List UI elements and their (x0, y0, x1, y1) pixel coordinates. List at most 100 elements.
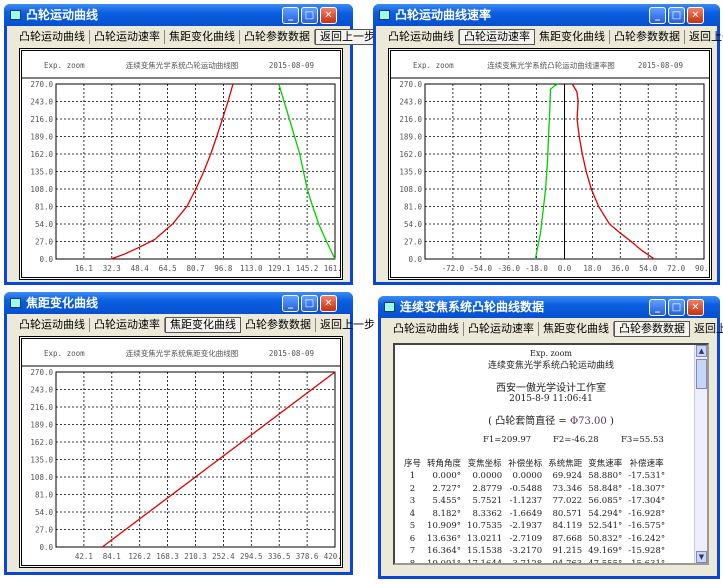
maximize-button[interactable]: □ (668, 7, 685, 24)
table-cell: 0.000° (432, 471, 462, 482)
x-tick-label: -72.0 (442, 264, 465, 273)
table-cell: -17.531° (628, 471, 666, 482)
y-tick-label: 108.0 (30, 185, 53, 194)
tab-2[interactable]: 焦距变化曲线 (539, 322, 614, 336)
x-tick-label: 252.4 (212, 552, 235, 561)
x-tick-label: 90.0 (695, 264, 709, 273)
x-tick-label: 48.4 (131, 264, 150, 273)
tab-1[interactable]: 凸轮运动速率 (459, 29, 535, 45)
y-tick-label: 270.0 (399, 80, 422, 89)
tab-4[interactable]: 返回上一步 (690, 322, 723, 336)
tab-3[interactable]: 凸轮参数数据 (241, 318, 316, 332)
report-diameter: ( 凸轮套筒直径 = Φ73.00 ) (395, 412, 707, 427)
y-tick-label: 216.0 (399, 115, 422, 124)
series-line-0 (534, 83, 559, 260)
window-title: 凸轮运动曲线 (26, 8, 99, 22)
report-f2: F2=-46.28 (553, 435, 599, 445)
y-tick-label: 54.0 (35, 220, 54, 229)
table-cell: 91.215 (552, 546, 583, 557)
table-cell: -17.304° (628, 496, 666, 507)
tab-0[interactable]: 凸轮运动曲线 (15, 318, 90, 332)
y-tick-label: 54.0 (35, 508, 54, 517)
y-tick-label: 108.0 (399, 185, 422, 194)
minimize-button[interactable]: _ (282, 7, 299, 24)
minimize-button[interactable]: _ (649, 299, 666, 316)
tab-1[interactable]: 凸轮运动速率 (90, 30, 165, 44)
table-cell: 17.1644 (467, 558, 503, 565)
tab-0[interactable]: 凸轮运动曲线 (389, 322, 464, 336)
tab-3[interactable]: 凸轮参数数据 (610, 30, 685, 44)
close-button[interactable]: ✕ (320, 295, 337, 312)
tab-2[interactable]: 焦距变化曲线 (165, 30, 240, 44)
title-bar[interactable]: 焦距变化曲线 _ □ ✕ (4, 292, 353, 314)
tab-2[interactable]: 焦距变化曲线 (165, 317, 241, 333)
table-cell: 84.119 (552, 521, 583, 532)
maximize-button[interactable]: □ (668, 299, 685, 316)
x-tick-label: 129.1 (268, 264, 291, 273)
app-icon (10, 10, 21, 20)
maximize-button[interactable]: □ (301, 295, 318, 312)
scroll-down-icon[interactable]: ▼ (696, 551, 707, 563)
chart-header-left: Exp. zoom (44, 61, 85, 70)
tab-4[interactable]: 返回上一步 (685, 30, 723, 44)
table-cell: 80.571 (552, 508, 583, 519)
title-bar[interactable]: 连续变焦系统凸轮曲线数据 _ □ ✕ (378, 296, 720, 318)
scroll-up-icon[interactable]: ▲ (696, 345, 707, 357)
report-view[interactable]: Exp. zoom 连续变焦光学系统凸轮运动曲线 西安一傲光学设计工作室 201… (393, 343, 709, 565)
tab-4[interactable]: 返回上一步 (315, 29, 380, 45)
table-row: 8 19.091° 17.1644 -3.7128 94.763 47.555° -15.6… (401, 558, 668, 565)
y-tick-label: 81.0 (35, 203, 54, 212)
table-cell: 69.924 (552, 471, 583, 482)
table-row: 4 8.182° 8.3362 -1.6649 80.571 54.294° -16.928… (401, 508, 668, 521)
x-tick-label: -54.0 (470, 264, 493, 273)
x-tick-label: 336.5 (268, 552, 291, 561)
table-cell: 0.0000 (472, 471, 503, 482)
tab-bar: 凸轮运动曲线凸轮运动速率焦距变化曲线凸轮参数数据返回上一步 (15, 317, 380, 333)
tab-0[interactable]: 凸轮运动曲线 (15, 30, 90, 44)
table-cell: 52.541° (588, 521, 623, 532)
y-tick-label: 243.0 (30, 386, 53, 395)
tab-4[interactable]: 返回上一步 (316, 318, 380, 332)
y-tick-label: 27.0 (404, 238, 423, 247)
y-tick-label: 216.0 (30, 115, 53, 124)
x-tick-label: 126.2 (128, 552, 151, 561)
y-tick-label: 243.0 (399, 98, 422, 107)
title-bar[interactable]: 凸轮运动曲线速率 _ □ ✕ (373, 4, 720, 26)
x-tick-label: -36.0 (497, 264, 520, 273)
tab-1[interactable]: 凸轮运动速率 (90, 318, 165, 332)
x-tick-label: 420.7 (324, 552, 340, 561)
plot-area (424, 83, 705, 260)
y-tick-label: 162.0 (399, 150, 422, 159)
table-row: 1 0.000° 0.0000 0.0000 69.924 58.880° -17.531° (401, 470, 668, 483)
tab-3[interactable]: 凸轮参数数据 (614, 321, 690, 337)
close-button[interactable]: ✕ (687, 299, 704, 316)
chart-title: 连续变焦光学系统凸轮运动曲线图 (126, 60, 239, 70)
report-f1: F1=209.97 (483, 435, 532, 445)
chart-title: 连续变焦光学系统凸轮运动曲线速率图 (487, 60, 615, 70)
y-tick-label: 189.0 (30, 133, 53, 142)
tab-0[interactable]: 凸轮运动曲线 (384, 30, 459, 44)
maximize-button[interactable]: □ (301, 7, 318, 24)
table-cell: 13.0211 (467, 533, 503, 544)
table-row: 6 13.636° 13.0211 -2.7109 87.668 50.832° -16.2… (401, 533, 668, 546)
tab-3[interactable]: 凸轮参数数据 (240, 30, 315, 44)
column-header: 补偿速率 (629, 459, 664, 469)
x-tick-label: 64.5 (159, 264, 177, 273)
table-row: 2 2.727° 2.8779 -0.5488 73.346 58.848° -18.307… (401, 483, 668, 496)
minimize-button[interactable]: _ (282, 295, 299, 312)
tab-2[interactable]: 焦距变化曲线 (535, 30, 610, 44)
vertical-scrollbar[interactable]: ▲ ▼ (694, 345, 707, 563)
table-cell: -3.2170 (509, 546, 543, 557)
x-tick-label: 378.6 (296, 552, 319, 561)
close-button[interactable]: ✕ (687, 7, 704, 24)
title-bar[interactable]: 凸轮运动曲线 _ □ ✕ (4, 4, 353, 26)
scroll-thumb[interactable] (696, 359, 707, 389)
minimize-button[interactable]: _ (649, 7, 666, 24)
series-line-1 (278, 83, 336, 260)
close-button[interactable]: ✕ (320, 7, 337, 24)
tab-1[interactable]: 凸轮运动速率 (464, 322, 539, 336)
window-cam-curve-data: 连续变焦系统凸轮曲线数据 _ □ ✕ Exp. zoom 连续变焦光学系统凸轮运动曲线… (378, 296, 723, 579)
chart-date: 2015-08-09 (638, 61, 683, 70)
